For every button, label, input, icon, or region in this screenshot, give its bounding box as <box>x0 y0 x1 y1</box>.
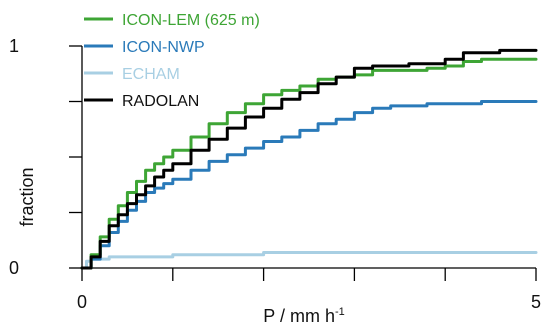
x-axis-label: P / mm h-1 <box>263 306 344 325</box>
x-axis-label-superscript: -1 <box>335 306 345 318</box>
legend-label-icon-nwp: ICON-NWP <box>122 39 205 56</box>
legend-layer: ICON-LEM (625 m) ICON-NWP ECHAM RADOLAN <box>84 12 260 110</box>
series-layer <box>80 48 538 270</box>
legend-label-echam: ECHAM <box>122 66 180 83</box>
series-line-radolan <box>80 48 538 270</box>
legend-label-icon-lem-625-m: ICON-LEM (625 m) <box>122 12 260 29</box>
x-axis-label-main: P / mm h <box>263 306 335 325</box>
x-tick-label: 5 <box>531 292 541 312</box>
series-line-echam <box>80 251 538 270</box>
axes-layer: 0 1 0 5 <box>9 36 541 312</box>
y-axis-label: fraction <box>17 167 37 226</box>
y-tick-label: 0 <box>9 258 19 278</box>
legend-label-radolan: RADOLAN <box>122 93 199 110</box>
series-line-icon-nwp <box>80 100 538 270</box>
label-layer: fraction P / mm h-1 <box>17 167 345 326</box>
y-tick-label: 1 <box>9 36 19 56</box>
series-line-icon-lem-625-m <box>80 57 538 270</box>
x-tick-label: 0 <box>77 292 87 312</box>
